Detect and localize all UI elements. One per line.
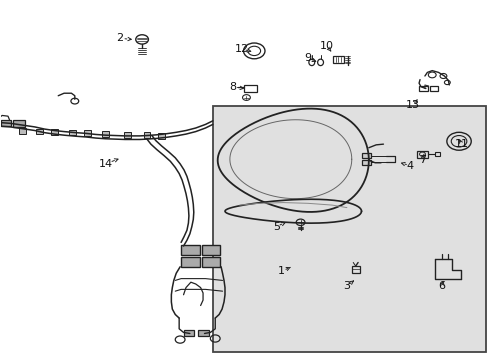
Bar [13, 120, 25, 127]
Bar [201, 245, 220, 255]
Text: 13: 13 [405, 100, 419, 110]
Bar [69, 130, 76, 135]
Bar [19, 128, 26, 134]
Bar [198, 329, 208, 336]
Bar [51, 129, 58, 135]
Text: 8: 8 [229, 82, 236, 92]
Bar [181, 245, 199, 255]
Text: 10: 10 [319, 41, 333, 50]
Text: 4: 4 [406, 161, 413, 171]
Text: 2: 2 [116, 33, 123, 43]
Bar [434, 152, 439, 156]
Bar [351, 266, 359, 273]
Bar [183, 329, 194, 336]
Text: 1: 1 [277, 266, 284, 276]
Text: 6: 6 [438, 281, 445, 291]
Bar [429, 86, 437, 91]
Bar [0, 120, 11, 126]
Text: 9: 9 [304, 53, 311, 63]
Text: 7: 7 [418, 155, 425, 165]
Bar [143, 132, 150, 138]
Bar [84, 130, 91, 136]
Bar [36, 129, 43, 134]
FancyBboxPatch shape [212, 107, 485, 352]
Bar [181, 257, 199, 267]
Text: 12: 12 [235, 44, 248, 54]
Bar [102, 131, 109, 137]
Text: 5: 5 [272, 222, 279, 231]
Bar [361, 153, 370, 158]
Bar [361, 159, 370, 165]
Bar [124, 132, 131, 138]
Bar [201, 257, 220, 267]
Text: 3: 3 [343, 281, 350, 291]
Bar [332, 55, 343, 63]
Text: 14: 14 [98, 159, 112, 169]
Bar [158, 133, 164, 139]
Bar [243, 85, 257, 92]
Bar [416, 150, 427, 158]
Text: 11: 11 [453, 139, 468, 149]
Bar [418, 86, 427, 91]
